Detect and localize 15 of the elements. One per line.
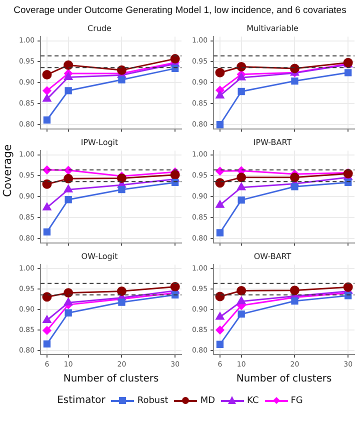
chart-title: OW-Logit xyxy=(81,252,118,261)
chart-title: Multivariable xyxy=(246,24,298,33)
x-axis-title: Number of clusters xyxy=(236,374,332,385)
chart-title: IPW-Logit xyxy=(80,138,118,147)
chart-title: Coverage under Outcome Generating Model 1, low incidence, and 6 covariates xyxy=(12,4,348,18)
x-axis-title: Number of clusters xyxy=(63,374,159,385)
chart-title: IPW-BART xyxy=(253,138,292,147)
legend-label: FG xyxy=(290,396,303,406)
chart-title: OW-BART xyxy=(254,252,292,261)
legend-label: KC xyxy=(247,396,259,406)
legend-label: Robust xyxy=(137,396,168,406)
legend-title: Estimator xyxy=(57,395,106,406)
legend-label: MD xyxy=(200,396,216,406)
chart-subtitle: Crude xyxy=(88,24,112,33)
y-axis-title: Coverage xyxy=(1,144,14,197)
